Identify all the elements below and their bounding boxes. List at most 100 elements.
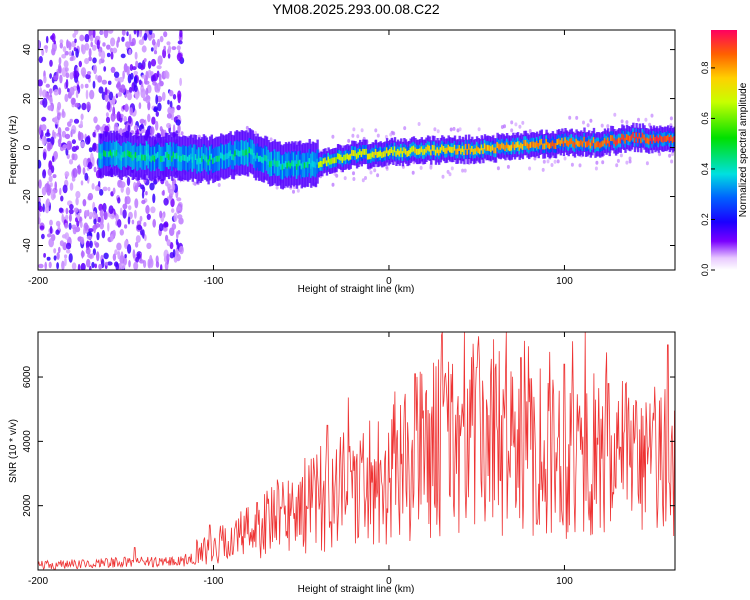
spectrogram-ridge-core xyxy=(608,140,611,147)
spectrogram-ridge-core xyxy=(329,158,332,165)
spectrogram-ridge-core xyxy=(98,152,101,159)
spectrogram-ridge-core xyxy=(243,150,247,157)
spectrogram-noise-blob xyxy=(73,118,80,124)
spectrogram-noise-blob xyxy=(58,207,64,213)
spectrogram-noise-blob xyxy=(145,70,149,81)
spectrogram-noise-blob xyxy=(110,37,116,47)
spectrogram-noise-blob xyxy=(149,71,154,76)
spectrogram-noise-blob xyxy=(87,161,93,170)
spectrogram-noise-blob xyxy=(64,133,71,140)
spectrogram-ridge-core xyxy=(613,138,616,145)
spectrogram-noise-blob xyxy=(49,59,53,67)
spectrogram-noise-blob xyxy=(91,183,95,190)
spectrogram-noise-blob xyxy=(83,227,86,235)
spectrogram-noise-blob xyxy=(124,254,127,259)
spectrogram-noise-blob xyxy=(45,83,50,88)
spectrogram-ridge-core xyxy=(580,139,583,146)
spectrogram-noise-blob xyxy=(171,46,177,51)
spectrogram-noise-blob xyxy=(103,211,108,220)
spectrogram-speckle xyxy=(347,138,351,143)
spectrogram-noise-blob xyxy=(170,111,174,121)
spectrogram-ridge-core xyxy=(324,157,327,164)
spectrogram-noise-blob xyxy=(112,96,115,107)
spectrogram-ridge-core xyxy=(281,164,284,171)
spectrogram-ridge-core xyxy=(575,138,578,145)
snr-x-label: Height of straight line (km) xyxy=(298,584,415,595)
snr-frame xyxy=(37,331,676,571)
spectrogram-speckle xyxy=(384,134,388,139)
spectrogram-noise-blob xyxy=(117,250,121,260)
spectrogram-ridge-core xyxy=(567,141,570,147)
spectrogram-ridge-core xyxy=(338,154,341,160)
spectrogram-noise-blob xyxy=(65,207,69,215)
spectrogram-noise-blob xyxy=(121,30,126,36)
spectrogram-ridge-core xyxy=(488,145,491,152)
spectrogram-ridge-core xyxy=(393,146,397,153)
spectrogram-noise-blob xyxy=(150,74,154,82)
spectrogram-speckle xyxy=(449,127,453,132)
spectrogram-noise-blob xyxy=(38,126,42,136)
spectrogram-ridge-core xyxy=(223,154,226,161)
spectrogram-ridge-core xyxy=(190,153,193,160)
spectrogram-noise-blob xyxy=(84,58,90,65)
spectrogram-speckle xyxy=(463,168,467,173)
snr-panel: -200 -100 0 100 2000 4000 6000 Height of stra… xyxy=(8,331,676,595)
spectrogram-ridge-core xyxy=(662,136,665,143)
spectrogram-ridge-core xyxy=(464,144,468,150)
spectrogram-ridge-core xyxy=(183,155,187,161)
spectrogram-ridge-core xyxy=(512,142,515,148)
spectrogram-ridge-core xyxy=(202,153,206,160)
spectrogram-speckle xyxy=(506,164,510,169)
spectrogram-ridge-core xyxy=(109,149,112,156)
spectrogram-noise-blob xyxy=(75,197,79,206)
spectrogram-ridge-core xyxy=(431,144,435,151)
spectrogram-noise-blob xyxy=(42,97,48,108)
spectrogram-noise-blob xyxy=(162,226,168,232)
snr-series-line xyxy=(38,332,675,570)
spectrogram-noise-blob xyxy=(49,219,53,226)
spectrogram-noise-blob xyxy=(157,102,162,112)
spectrogram-ridge-core xyxy=(665,136,668,142)
spectrogram-ridge-core xyxy=(365,148,368,155)
spectrogram-noise-blob xyxy=(156,82,161,92)
spectrogram-ridge-core xyxy=(452,146,455,153)
spectrogram-noise-blob xyxy=(67,41,72,48)
spectrogram-noise-blob xyxy=(80,67,87,77)
spectrogram-noise-blob xyxy=(134,51,138,60)
spectrogram-noise-blob xyxy=(71,153,75,161)
spectrogram-noise-blob xyxy=(152,80,157,86)
spectrogram-ridge-core xyxy=(450,147,453,153)
spectrogram-ridge-core xyxy=(513,144,517,151)
spectrogram-ridge-core xyxy=(616,138,619,145)
spectrogram-noise-blob xyxy=(69,72,74,80)
spectrogram-noise-blob xyxy=(92,210,97,220)
spectrogram-ridge-core xyxy=(216,155,220,162)
spectrogram-noise-blob xyxy=(131,37,136,46)
spectrogram-ridge-core xyxy=(583,136,586,143)
spectrogram-ridge-core xyxy=(264,154,267,161)
spectrogram-ridge-core xyxy=(149,155,152,162)
spectrogram-noise-blob xyxy=(105,116,111,124)
spectrogram-ridge-core xyxy=(652,134,656,141)
spectrogram-speckle xyxy=(637,117,640,122)
spectrogram-speckle xyxy=(600,123,604,128)
spectrogram-speckle xyxy=(343,176,347,181)
spectrogram-ridge-core xyxy=(387,150,390,157)
spectrogram-noise-blob xyxy=(158,223,164,232)
spectrogram-noise-blob xyxy=(120,53,126,59)
spectrogram-noise-blob xyxy=(120,84,126,94)
spectrogram-noise-blob xyxy=(44,132,51,137)
spectrogram-noise-blob xyxy=(177,90,182,101)
spectrogram-ridge-core xyxy=(196,158,199,165)
spectrogram-noise-blob xyxy=(53,89,59,96)
spectrogram-ridge-core xyxy=(199,158,202,164)
spectrogram-ridge-core xyxy=(302,162,305,168)
spectrogram-ridge-core xyxy=(142,154,145,161)
spectrogram-noise-blob xyxy=(63,60,69,68)
spectrogram-noise-blob xyxy=(97,216,101,223)
spectrogram-noise-blob xyxy=(147,258,151,269)
spectrogram-ridge-core xyxy=(150,156,153,163)
x-tick-label: -200 xyxy=(28,576,48,587)
spectrogram-speckle xyxy=(586,123,590,128)
spectrogram-noise-blob xyxy=(78,60,83,68)
